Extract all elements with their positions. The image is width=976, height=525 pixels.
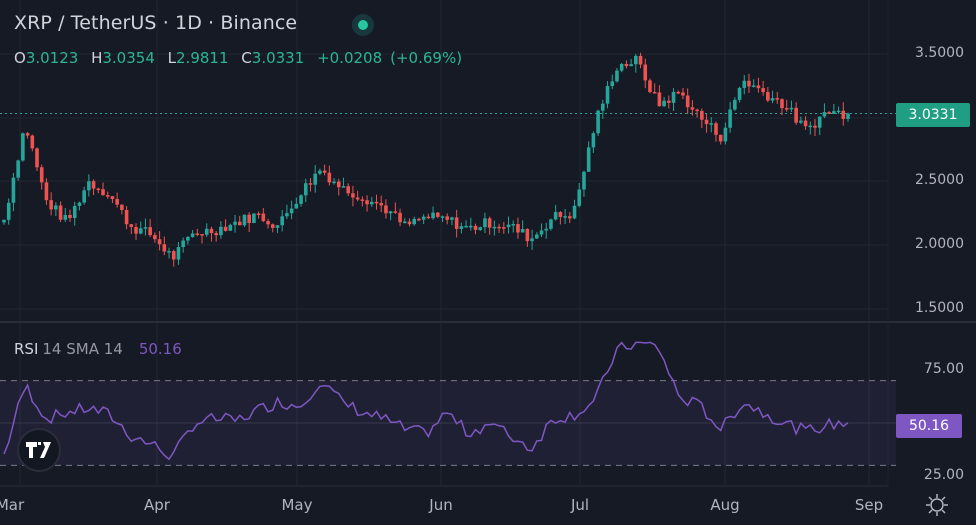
time-axis-label: Mar — [0, 496, 25, 514]
close-label: C — [241, 49, 252, 67]
close-value: 3.0331 — [251, 49, 305, 67]
ohlc-legend: O3.0123 H3.0354 L2.9811 C3.0331 +0.0208 (… — [14, 49, 470, 67]
time-axis-label: Aug — [710, 496, 740, 514]
open-label: O — [14, 49, 26, 67]
current-price-tag: 3.0331 — [896, 103, 970, 127]
low-label: L — [167, 49, 177, 67]
price-axis-label: 3.5000 — [915, 45, 964, 61]
open-value: 3.0123 — [25, 49, 79, 67]
rsi-axis-label: 75.00 — [923, 361, 964, 377]
rsi-params: 14 SMA 14 — [42, 340, 123, 358]
time-axis-label: Sep — [854, 496, 884, 514]
time-axis-label: Jul — [570, 496, 590, 514]
rsi-value: 50.16 — [138, 340, 182, 358]
time-axis-label: May — [281, 496, 313, 514]
high-value: 3.0354 — [102, 49, 155, 67]
time-axis-label: Jun — [429, 496, 453, 514]
rsi-axis-label: 25.00 — [923, 467, 964, 483]
price-axis-label: 2.0000 — [915, 236, 964, 252]
time-axis-label: Apr — [144, 496, 170, 514]
price-axis-label: 2.5000 — [915, 172, 964, 188]
high-label: H — [91, 49, 103, 67]
symbol-title[interactable]: XRP / TetherUS · 1D · Binance — [14, 12, 298, 34]
rsi-name: RSI — [14, 340, 39, 358]
low-value: 2.9811 — [176, 49, 229, 67]
rsi-value-tag: 50.16 — [896, 414, 962, 438]
change-percent: (+0.69%) — [390, 49, 463, 67]
settings-gear-icon[interactable] — [924, 492, 950, 518]
rsi-legend[interactable]: RSI 14 SMA 14 50.16 — [14, 340, 182, 358]
market-status-icon — [352, 14, 374, 36]
price-axis-label: 1.5000 — [915, 300, 964, 316]
change-value: +0.0208 — [317, 49, 383, 67]
tradingview-logo-icon[interactable] — [17, 428, 61, 472]
